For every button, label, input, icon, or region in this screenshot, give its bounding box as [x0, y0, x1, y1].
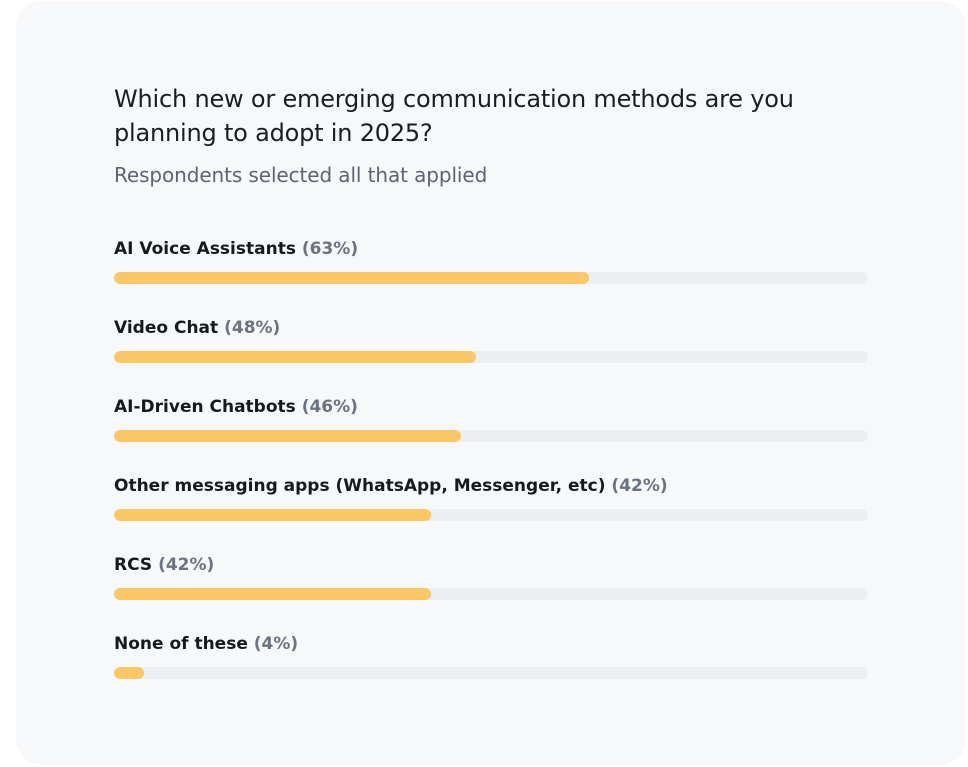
bar-fill: [114, 667, 145, 679]
bar-row: Other messaging apps (WhatsApp, Messenge…: [114, 472, 868, 551]
value-label: (42%): [611, 476, 668, 496]
bar-label: None of these (4%): [114, 630, 298, 658]
bar-row: Video Chat (48%): [114, 314, 868, 393]
bar-fill: [114, 588, 431, 600]
bar-fill: [114, 272, 590, 284]
category-label: AI Voice Assistants: [114, 239, 296, 259]
bar-row: RCS (42%): [114, 551, 868, 630]
value-label: (4%): [253, 634, 299, 654]
bar-fill: [114, 509, 431, 521]
bar-row: None of these (4%): [114, 630, 868, 709]
bar-track: [114, 667, 868, 679]
value-label: (48%): [224, 318, 281, 338]
bar-label: Other messaging apps (WhatsApp, Messenge…: [114, 472, 668, 500]
category-label: Video Chat: [114, 318, 219, 338]
bar-track: [114, 272, 868, 284]
value-label: (46%): [301, 397, 358, 417]
category-label: Other messaging apps (WhatsApp, Messenge…: [114, 476, 606, 496]
bar-track: [114, 588, 868, 600]
category-label: None of these: [114, 634, 248, 654]
bar-row: AI-Driven Chatbots (46%): [114, 393, 868, 472]
bar-track: [114, 351, 868, 363]
bar-label: RCS (42%): [114, 551, 214, 579]
bar-track: [114, 509, 868, 521]
bar-label: Video Chat (48%): [114, 314, 280, 342]
bar-track: [114, 430, 868, 442]
value-label: (42%): [158, 555, 215, 575]
chart-subtitle: Respondents selected all that applied: [114, 163, 488, 187]
bar-fill: [114, 351, 476, 363]
chart-title: Which new or emerging communication meth…: [114, 85, 794, 147]
bar-row: AI Voice Assistants (63%): [114, 235, 868, 314]
category-label: RCS: [114, 555, 153, 575]
bar-fill: [114, 430, 461, 442]
value-label: (63%): [301, 239, 359, 259]
bar-list: AI Voice Assistants (63%) Video Chat (48%…: [114, 235, 868, 709]
category-label: AI-Driven Chatbots: [114, 397, 296, 417]
bar-label: AI-Driven Chatbots (46%): [114, 393, 358, 421]
survey-card: Which new or emerging communication meth…: [16, 1, 966, 765]
bar-label: AI Voice Assistants (63%): [114, 235, 358, 263]
